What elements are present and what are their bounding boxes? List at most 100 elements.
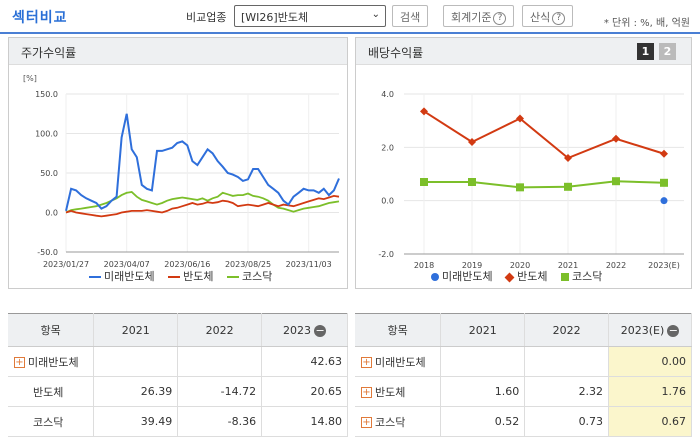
unit-note: * 단위 : %, 배, 억원 bbox=[603, 18, 690, 29]
y-unit-label: [%] bbox=[23, 74, 37, 83]
y-tick-label: 0.0 bbox=[381, 197, 394, 206]
x-tick-label: 2023/08/25 bbox=[225, 260, 271, 269]
x-tick-label: 2018 bbox=[414, 261, 434, 270]
table-cell bbox=[440, 346, 526, 377]
help-icon: ? bbox=[552, 11, 566, 25]
x-tick-label: 2022 bbox=[606, 261, 626, 270]
table-cell: 2.32 bbox=[524, 376, 610, 407]
data-point-kosdaq bbox=[516, 183, 524, 192]
x-tick-label: 2020 bbox=[510, 261, 530, 270]
panel-title: 배당수익률 bbox=[368, 46, 424, 60]
y-tick-label: 2.0 bbox=[381, 143, 394, 152]
table-cell bbox=[524, 346, 610, 377]
x-tick-label: 2023/04/07 bbox=[104, 260, 150, 269]
table-cell: 20.65 bbox=[261, 376, 348, 407]
table-cell: -8.36 bbox=[177, 406, 263, 437]
table-cell: 0.73 bbox=[524, 406, 610, 437]
table-cell: 0.00 bbox=[608, 346, 692, 377]
table-header-row: 항목 2021 2022 2023(E) − bbox=[355, 313, 692, 347]
column-header: 2021 bbox=[93, 313, 179, 347]
data-point-semi bbox=[420, 107, 428, 116]
table-cell: 42.63 bbox=[261, 346, 348, 377]
expand-icon[interactable]: + bbox=[361, 387, 372, 398]
x-tick-label: 2019 bbox=[462, 261, 482, 270]
x-tick-label: 2023/11/03 bbox=[286, 260, 332, 269]
series-line-mirae bbox=[65, 113, 340, 212]
data-point-kosdaq bbox=[468, 178, 476, 186]
expand-icon[interactable]: + bbox=[14, 357, 25, 368]
stock-return-chart: [%] 150.0 100.0 50.0 0.0 -50.0 2023/01/27 2023/… bbox=[23, 74, 340, 269]
column-header: 2021 bbox=[440, 313, 526, 347]
table-cell: 1.76 bbox=[608, 376, 692, 407]
data-point-kosdaq bbox=[660, 178, 668, 187]
row-name[interactable]: + 반도체 bbox=[355, 376, 442, 407]
row-name[interactable]: + 미래반도체 bbox=[355, 346, 442, 377]
x-tick-label: 2021 bbox=[558, 261, 578, 270]
x-tick-label: 2023/01/27 bbox=[43, 260, 89, 269]
table-row: 반도체 26.39 -14.72 20.65 bbox=[8, 376, 348, 407]
table-row: + 미래반도체 0.00 bbox=[355, 346, 692, 377]
table-header-row: 항목 2021 2022 2023− bbox=[8, 313, 348, 347]
formula-button[interactable]: 산식? bbox=[522, 5, 574, 27]
y-tick-label: 100.0 bbox=[35, 130, 58, 139]
collapse-icon[interactable]: − bbox=[667, 323, 680, 337]
expand-icon[interactable]: + bbox=[361, 417, 372, 428]
y-tick-label: 4.0 bbox=[381, 90, 394, 99]
expand-icon[interactable]: + bbox=[361, 357, 372, 368]
legend-item-semi: 반도체 bbox=[168, 270, 213, 283]
series-line-semi bbox=[65, 194, 340, 218]
y-tick-label: -2.0 bbox=[378, 250, 394, 259]
table-cell: -14.72 bbox=[177, 376, 263, 407]
row-name: 반도체 bbox=[8, 376, 95, 407]
panel-header: 주가수익률 bbox=[9, 38, 347, 65]
page-1-button[interactable]: 1 bbox=[637, 43, 654, 60]
y-tick-label: 0.0 bbox=[45, 209, 58, 218]
collapse-icon[interactable]: − bbox=[314, 323, 327, 337]
help-icon: ? bbox=[493, 11, 507, 25]
column-header: 항목 bbox=[8, 313, 95, 347]
chart-legend: 미래반도체 반도체 코스닥 bbox=[89, 268, 282, 284]
dividend-yield-table: 항목 2021 2022 2023(E) − + 미래반도체 0.00 + 반도체 1… bbox=[355, 313, 692, 437]
table-cell bbox=[93, 346, 179, 377]
table-cell: 26.39 bbox=[93, 376, 179, 407]
data-point-semi bbox=[516, 114, 524, 123]
legend-item-kosdaq: 코스닥 bbox=[226, 270, 272, 283]
series-line-kosdaq bbox=[424, 180, 665, 189]
dividend-yield-chart: 4.0 2.0 0.0 -2.0 2018 2019 2020 2021 2022 2023(E) bbox=[378, 90, 684, 270]
x-tick-label: 2023/06/16 bbox=[164, 260, 210, 269]
row-name[interactable]: + 미래반도체 bbox=[8, 346, 95, 377]
table-row: + 반도체 1.60 2.32 1.76 bbox=[355, 376, 692, 407]
sector-select[interactable]: [WI26]반도체 ⌄ bbox=[234, 5, 386, 27]
page-2-button[interactable]: 2 bbox=[659, 43, 676, 60]
series-line-semi bbox=[423, 110, 665, 160]
table-row: + 코스닥 0.52 0.73 0.67 bbox=[355, 406, 692, 437]
table-cell bbox=[177, 346, 263, 377]
page-title: 섹터비교 bbox=[12, 10, 68, 26]
y-tick-label: -50.0 bbox=[37, 248, 58, 257]
table-cell: 14.80 bbox=[261, 406, 348, 437]
column-header: 2023(E) − bbox=[608, 313, 692, 347]
compare-label: 비교업종 bbox=[186, 11, 227, 24]
table-cell: 0.52 bbox=[440, 406, 526, 437]
panel-title: 주가수익률 bbox=[21, 46, 77, 60]
y-tick-label: 50.0 bbox=[40, 169, 58, 178]
column-header: 2022 bbox=[524, 313, 610, 347]
accounting-standard-button[interactable]: 회계기준? bbox=[443, 5, 515, 27]
y-tick-label: 150.0 bbox=[35, 90, 58, 99]
data-point-kosdaq bbox=[612, 177, 620, 186]
row-name[interactable]: + 코스닥 bbox=[355, 406, 442, 437]
data-point-semi bbox=[564, 154, 572, 162]
column-header: 항목 bbox=[355, 313, 442, 347]
data-point-mirae bbox=[660, 197, 668, 205]
data-point-kosdaq bbox=[564, 182, 572, 191]
x-tick-label: 2023(E) bbox=[648, 261, 680, 270]
data-point-semi bbox=[660, 149, 668, 158]
stock-return-panel: 주가수익률 [%] 150.0 100.0 50.0 0.0 -50.0 2023/01/2… bbox=[8, 37, 348, 289]
chevron-down-icon: ⌄ bbox=[371, 9, 380, 20]
data-point-semi bbox=[612, 134, 620, 143]
table-cell: 0.67 bbox=[608, 406, 692, 437]
column-header: 2022 bbox=[177, 313, 263, 347]
table-row: 코스닥 39.49 -8.36 14.80 bbox=[8, 406, 348, 437]
top-bar: 섹터비교 비교업종 [WI26]반도체 ⌄ 검색 회계기준? 산식? * 단위 … bbox=[0, 0, 700, 34]
search-button[interactable]: 검색 bbox=[392, 5, 429, 27]
